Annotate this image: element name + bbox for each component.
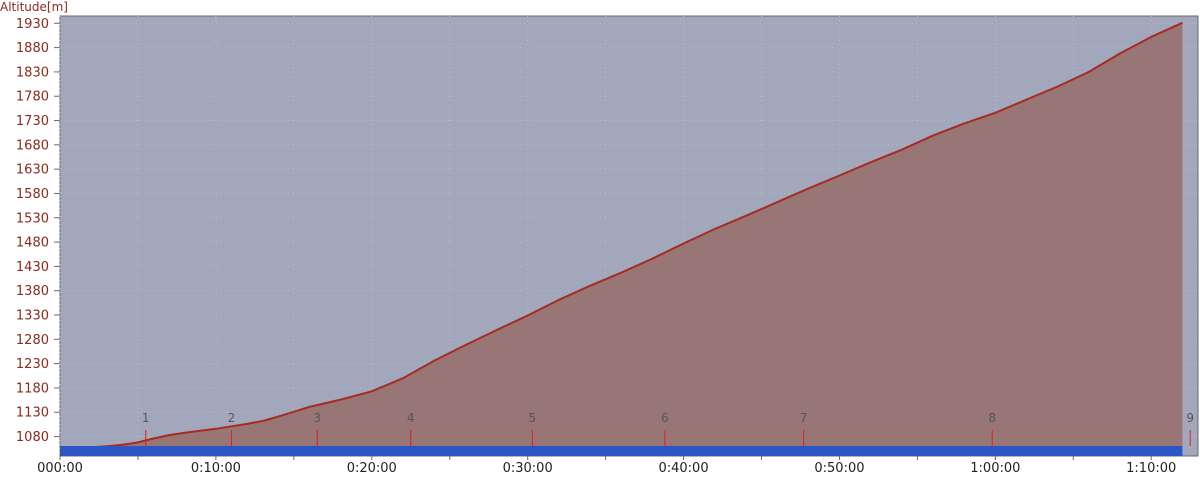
x-tick-label: 0:40:00 [658, 461, 708, 476]
waypoint-label: 6 [661, 411, 669, 425]
waypoint-label: 4 [407, 411, 415, 425]
route-baseline-bar [60, 446, 1183, 456]
waypoint-label: 5 [529, 411, 537, 425]
waypoint-label: 9 [1186, 411, 1194, 425]
y-tick-label: 1230 [16, 357, 49, 372]
y-tick-label: 1730 [16, 114, 49, 129]
y-tick-label: 1180 [16, 381, 49, 396]
waypoint-label: 1 [142, 411, 150, 425]
x-tick-label: 0:50:00 [814, 461, 864, 476]
x-tick-label: 0:10:00 [191, 461, 241, 476]
x-tick-label: 1:10:00 [1126, 461, 1176, 476]
y-tick-label: 1580 [16, 187, 49, 202]
waypoint-label: 8 [988, 411, 996, 425]
y-tick-label: 1130 [16, 406, 49, 421]
y-tick-label: 1880 [16, 41, 49, 56]
y-tick-label: 1530 [16, 211, 49, 226]
y-tick-label: 1780 [16, 90, 49, 105]
y-tick-label: 1630 [16, 163, 49, 178]
y-tick-label: 1080 [16, 430, 49, 445]
y-tick-label: 1480 [16, 236, 49, 251]
y-axis-title: Altitude[m] [0, 0, 68, 14]
waypoint-label: 2 [228, 411, 236, 425]
x-axis: 000:00 0:10:00 0:20:00 0:30:00 0:40:00 0:50:0… [37, 456, 1176, 476]
y-tick-label: 1830 [16, 65, 49, 80]
x-tick-label: 000:00 [37, 461, 83, 476]
y-tick-label: 1330 [16, 309, 49, 324]
y-tick-label: 1380 [16, 284, 49, 299]
y-tick-label: 1280 [16, 333, 49, 348]
x-tick-label: 0:20:00 [347, 461, 397, 476]
y-tick-label: 1430 [16, 260, 49, 275]
y-axis: 1080 1130 1180 1230 1280 1330 1380 1430 1480 1530… [16, 17, 60, 445]
waypoint-label: 7 [800, 411, 808, 425]
y-tick-label: 1680 [16, 138, 49, 153]
x-tick-label: 0:30:00 [503, 461, 553, 476]
x-tick-label: 1:00:00 [970, 461, 1020, 476]
waypoint-label: 3 [313, 411, 321, 425]
altitude-area [75, 22, 1183, 454]
y-tick-label: 1930 [16, 17, 49, 32]
waypoints-layer: 1 2 3 4 5 6 7 8 9 [142, 411, 1194, 446]
altitude-line [75, 21, 1183, 455]
